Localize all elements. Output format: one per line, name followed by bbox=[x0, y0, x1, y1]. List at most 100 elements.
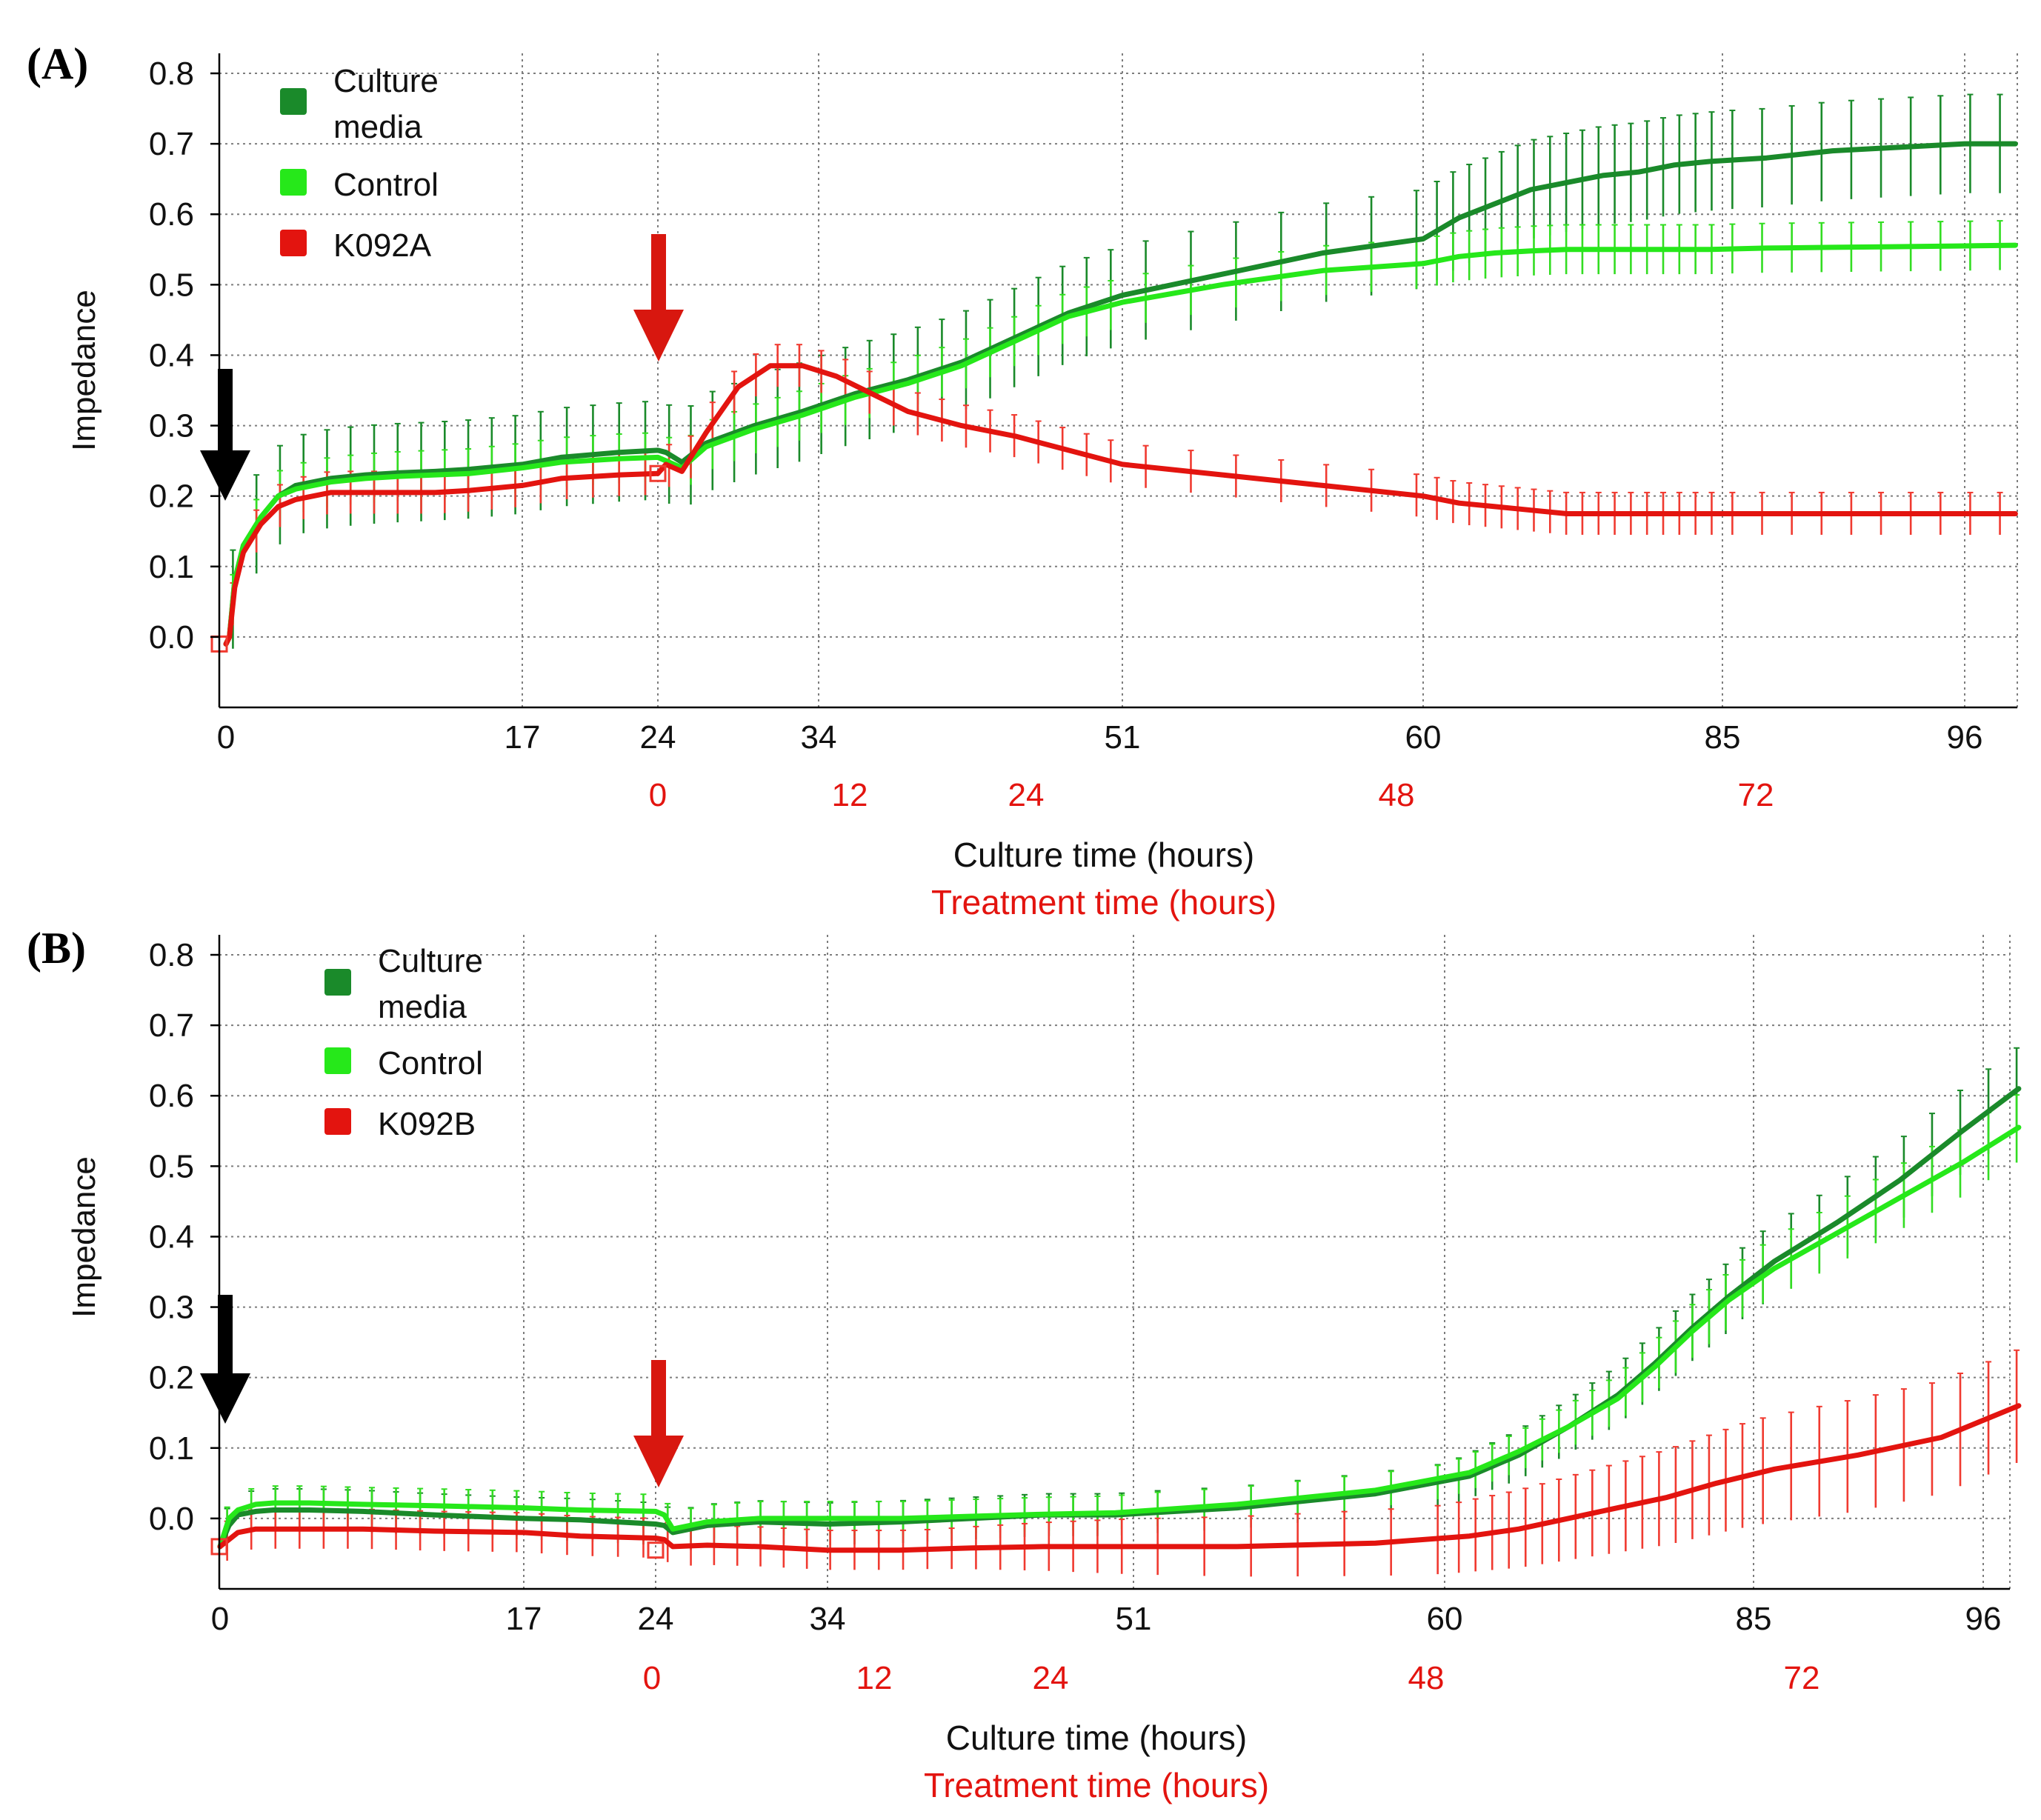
y-tick-label: 0.4 bbox=[149, 1219, 194, 1255]
legend-label-k092a: K092A bbox=[333, 227, 432, 264]
treatment-tick-label: 72 bbox=[1738, 777, 1774, 813]
legend-label-culture-media-line1: Culture bbox=[378, 943, 483, 979]
legend-label-control: Control bbox=[333, 167, 439, 203]
treatment-tick-label: 24 bbox=[1033, 1660, 1069, 1696]
treatment-marker bbox=[649, 464, 667, 482]
x-tick-label: 85 bbox=[1705, 719, 1741, 756]
y-tick-label: 0.8 bbox=[149, 56, 194, 92]
x-tick-label: 51 bbox=[1105, 719, 1141, 756]
treatment-arrow-icon bbox=[633, 1360, 684, 1487]
treatment-marker bbox=[647, 1541, 665, 1559]
y-tick-label: 0.1 bbox=[149, 549, 194, 585]
y-tick-label: 0.7 bbox=[149, 126, 194, 162]
panel-a-arrows bbox=[200, 234, 684, 501]
panel-b-series-lines bbox=[210, 1086, 2022, 1559]
legend-label-k092b: K092B bbox=[378, 1106, 476, 1142]
x-tick-label: 17 bbox=[505, 719, 541, 756]
y-tick-label: 0.2 bbox=[149, 1360, 194, 1396]
x-tick-label: 0 bbox=[217, 719, 235, 756]
panel-b-x-tick-labels: 0 17 24 34 51 60 85 96 bbox=[211, 1601, 2002, 1637]
legend-swatch-culture-media bbox=[324, 969, 351, 996]
legend-label-culture-media: Culture media bbox=[378, 943, 492, 1025]
y-tick-label: 0.6 bbox=[149, 196, 194, 233]
series-line bbox=[217, 1086, 2022, 1550]
y-tick-label: 0.5 bbox=[149, 267, 194, 303]
legend-label-culture-media-line2: media bbox=[378, 989, 467, 1025]
legend-swatch-k092a bbox=[280, 230, 307, 256]
panel-a-y-axis-title: Impedance bbox=[66, 290, 102, 451]
y-tick-label: 0.8 bbox=[149, 937, 194, 973]
panel-a-series-lines bbox=[210, 141, 2018, 653]
panel-a-error-bars bbox=[230, 93, 2003, 649]
treatment-tick-label: 12 bbox=[856, 1660, 893, 1696]
x-tick-label: 17 bbox=[506, 1601, 542, 1637]
panel-a-legend: Culture media Control K092A bbox=[280, 63, 447, 264]
legend-label-control: Control bbox=[378, 1045, 483, 1081]
x-tick-label: 51 bbox=[1116, 1601, 1152, 1637]
y-tick-label: 0.2 bbox=[149, 479, 194, 515]
legend-swatch-culture-media bbox=[280, 88, 307, 115]
y-tick-label: 0.7 bbox=[149, 1007, 194, 1044]
x-tick-label: 96 bbox=[1947, 719, 1983, 756]
legend-label-culture-media: Culture media bbox=[333, 63, 447, 145]
panel-b-y-axis-title: Impedance bbox=[66, 1156, 102, 1318]
treatment-tick-label: 12 bbox=[832, 777, 868, 813]
y-tick-label: 0.4 bbox=[149, 337, 194, 373]
y-tick-label: 0.0 bbox=[149, 619, 194, 656]
x-tick-label: 24 bbox=[640, 719, 676, 756]
panel-b-arrows bbox=[200, 1295, 684, 1487]
panel-a-x-axis-title: Culture time (hours) bbox=[953, 836, 1254, 874]
y-tick-label: 0.1 bbox=[149, 1430, 194, 1467]
panel-b-grid-vertical bbox=[523, 935, 2011, 1589]
panel-b-treatment-axis-title: Treatment time (hours) bbox=[924, 1766, 1269, 1804]
x-tick-label: 34 bbox=[801, 719, 837, 756]
seeding-arrow-icon bbox=[200, 369, 250, 501]
x-tick-label: 60 bbox=[1427, 1601, 1463, 1637]
series-line bbox=[217, 1124, 2022, 1550]
panel-a-y-tick-labels: 0.0 0.1 0.2 0.3 0.4 0.5 0.6 0.7 0.8 bbox=[149, 56, 194, 656]
panel-b-label: (B) bbox=[27, 924, 86, 973]
y-tick-label: 0.3 bbox=[149, 1290, 194, 1326]
treatment-tick-label: 72 bbox=[1784, 1660, 1820, 1696]
x-tick-label: 34 bbox=[810, 1601, 846, 1637]
panel-b-axes bbox=[210, 935, 2010, 1590]
x-tick-label: 60 bbox=[1405, 719, 1442, 756]
panel-b-y-tick-labels: 0.0 0.1 0.2 0.3 0.4 0.5 0.6 0.7 0.8 bbox=[149, 937, 194, 1537]
series-line bbox=[223, 141, 2018, 647]
panel-b-grid-horizontal bbox=[219, 954, 2010, 1519]
y-tick-label: 0.6 bbox=[149, 1078, 194, 1114]
panel-a-axes bbox=[210, 53, 2017, 709]
legend-label-culture-media-line2: media bbox=[333, 109, 422, 145]
y-tick-label: 0.5 bbox=[149, 1148, 194, 1184]
treatment-tick-label: 0 bbox=[649, 777, 667, 813]
seeding-arrow-icon bbox=[200, 1295, 250, 1424]
series-line bbox=[223, 363, 2018, 647]
panel-a-grid-vertical bbox=[522, 53, 2018, 707]
x-tick-label: 24 bbox=[638, 1601, 674, 1637]
treatment-tick-label: 48 bbox=[1379, 777, 1415, 813]
legend-label-culture-media-line1: Culture bbox=[333, 63, 439, 99]
panel-b-treatment-tick-labels: 0 12 24 48 72 bbox=[643, 1660, 1820, 1696]
treatment-tick-label: 48 bbox=[1408, 1660, 1445, 1696]
treatment-arrow-icon bbox=[633, 234, 684, 361]
treatment-tick-label: 24 bbox=[1008, 777, 1045, 813]
series-line bbox=[223, 242, 2018, 647]
legend-swatch-k092b bbox=[324, 1108, 351, 1135]
series-line bbox=[217, 1403, 2022, 1553]
panel-b-x-axis-title: Culture time (hours) bbox=[946, 1719, 1247, 1757]
treatment-tick-label: 0 bbox=[643, 1660, 661, 1696]
legend-swatch-control bbox=[324, 1047, 351, 1074]
x-tick-label: 85 bbox=[1736, 1601, 1772, 1637]
x-tick-label: 0 bbox=[211, 1601, 229, 1637]
y-tick-label: 0.3 bbox=[149, 408, 194, 444]
panel-a-x-tick-labels: 0 17 24 34 51 60 85 96 bbox=[217, 719, 1983, 756]
panel-b-legend: Culture media Control K092B bbox=[324, 943, 492, 1142]
legend-swatch-control bbox=[280, 169, 307, 196]
y-tick-label: 0.0 bbox=[149, 1501, 194, 1537]
panel-a: (A) 0.0 0.1 0.2 0.3 0.4 0.5 0.6 0.7 0.8 … bbox=[27, 39, 2018, 921]
x-tick-label: 96 bbox=[1965, 1601, 2002, 1637]
panel-b: (B) 0.0 0.1 0.2 0.3 0.4 0.5 0.6 0.7 0.8 … bbox=[27, 924, 2022, 1804]
panel-a-label: (A) bbox=[27, 39, 88, 88]
panel-b-error-bars bbox=[224, 1047, 2020, 1577]
